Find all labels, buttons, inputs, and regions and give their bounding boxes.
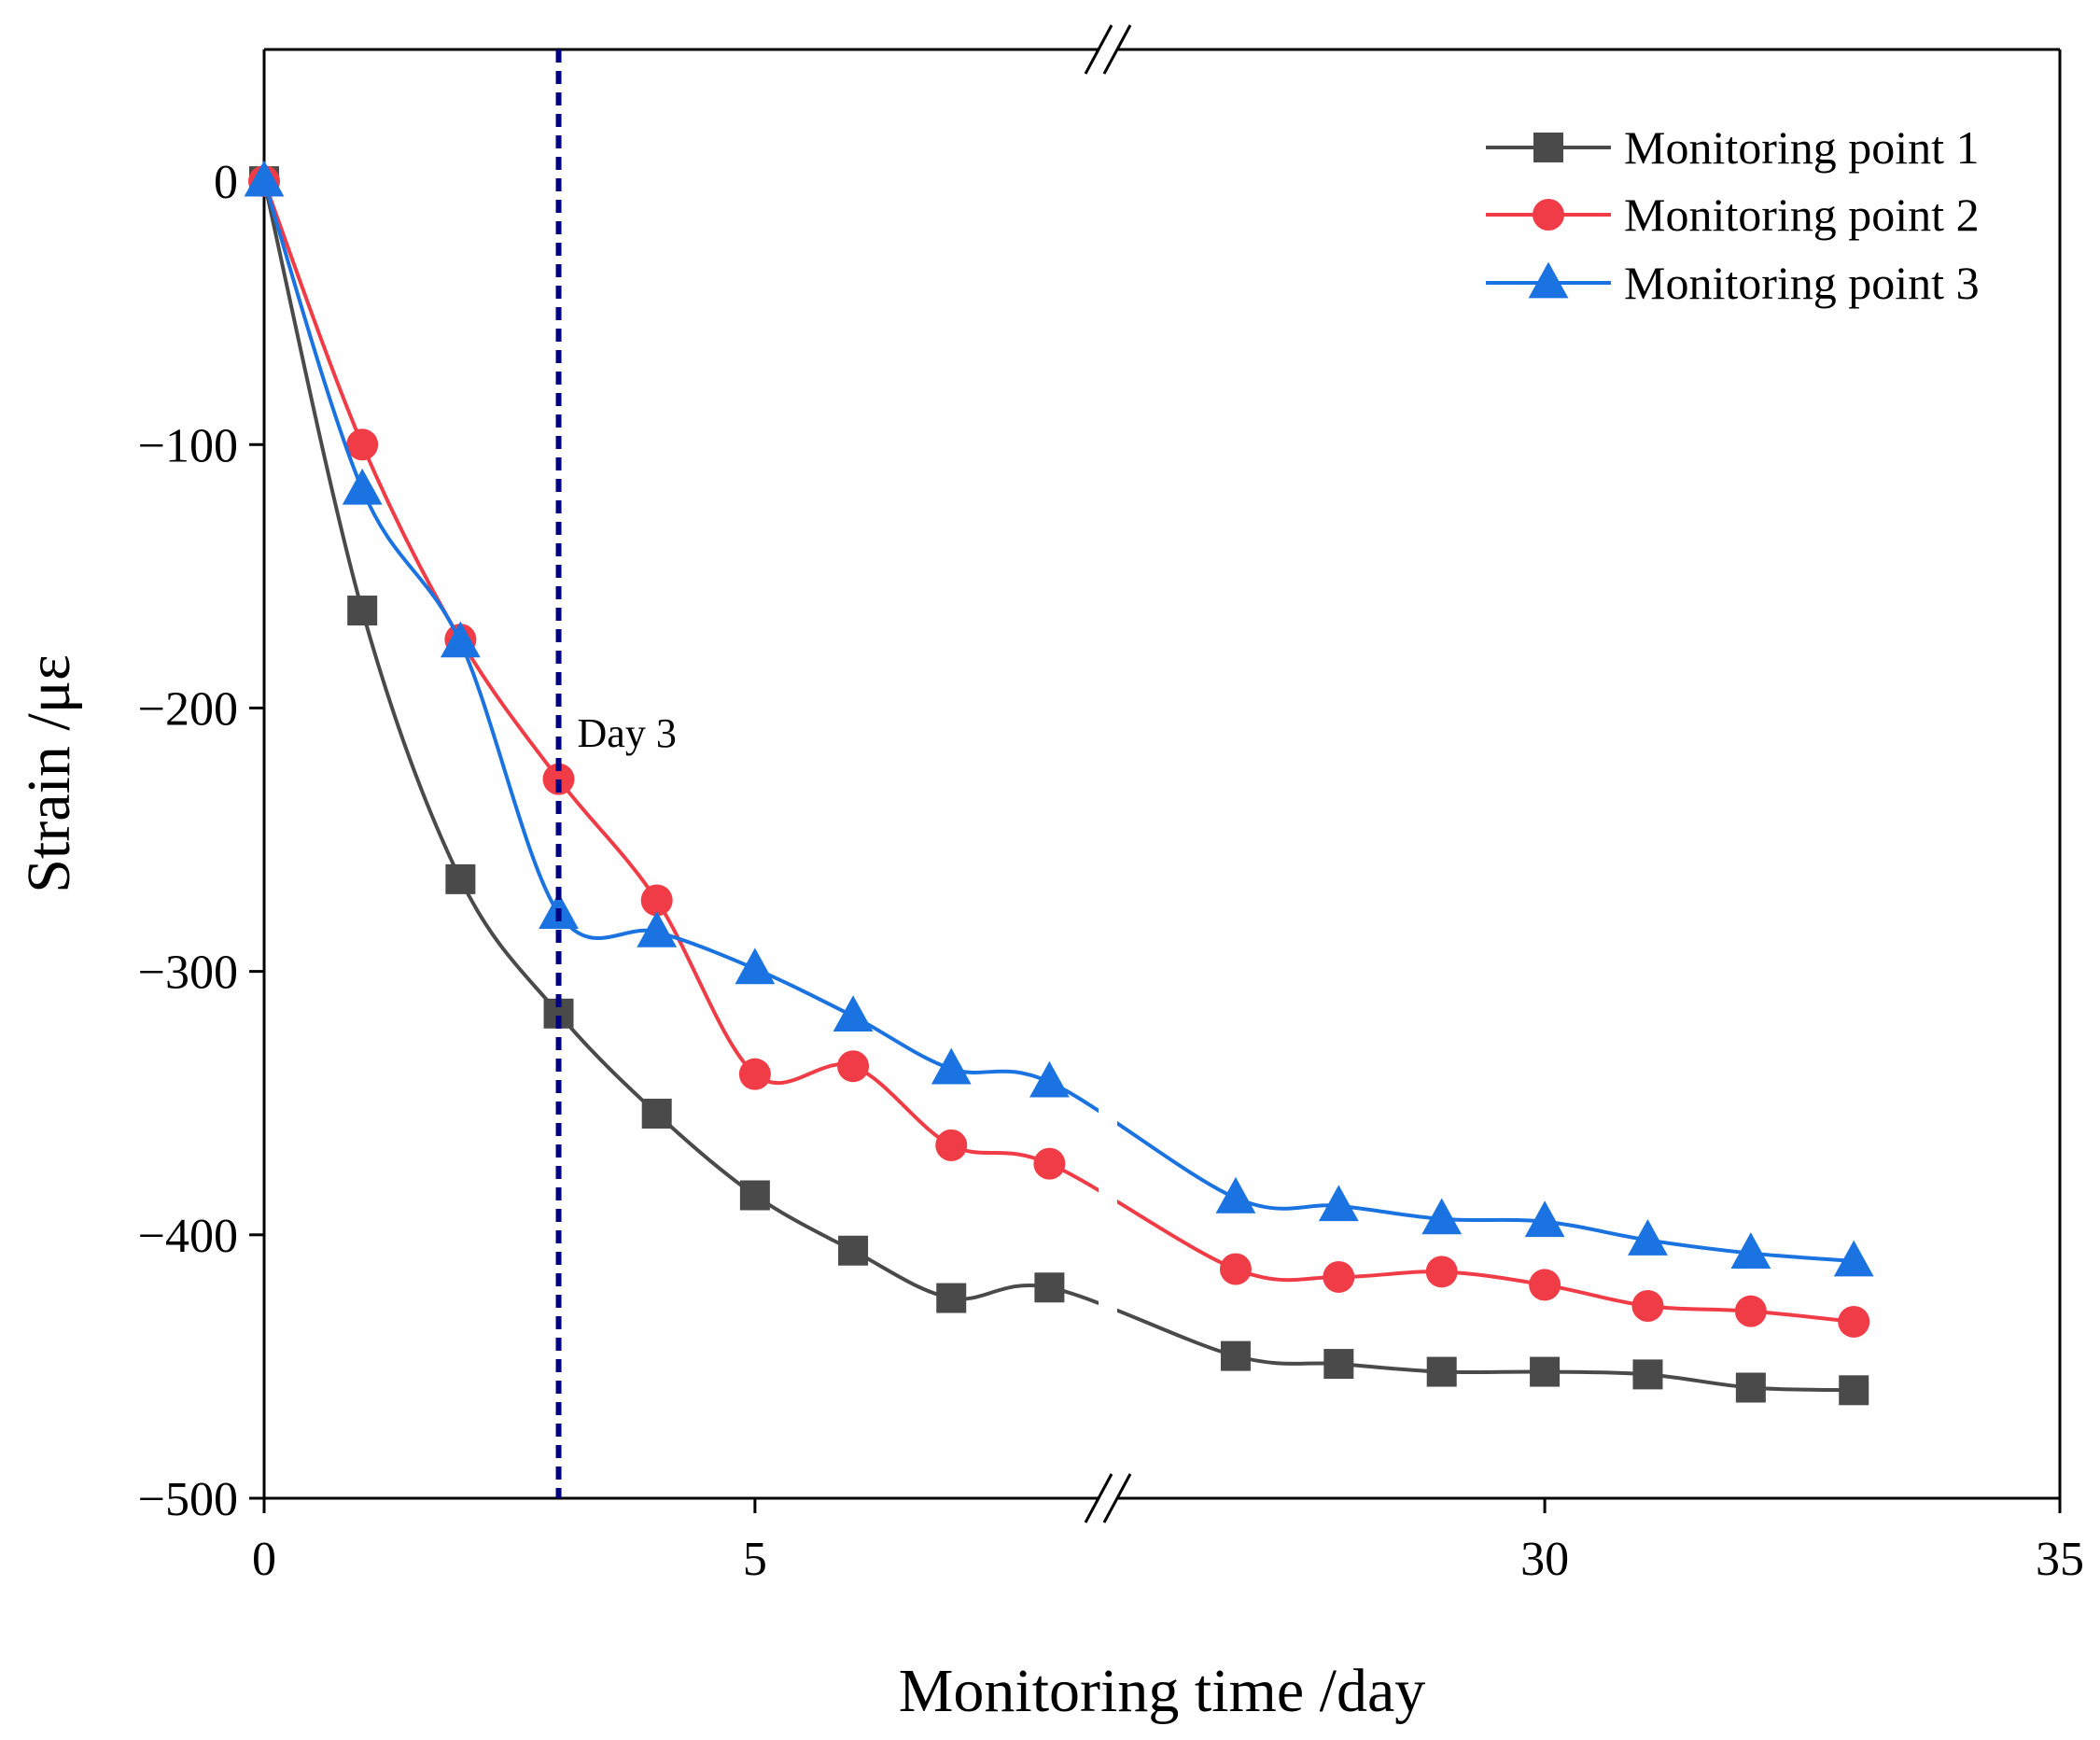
axes: 0 −100 −200 −300 −400 −500 0 5 30 35 Monitoring ti… (15, 24, 2084, 1725)
series-3-point (1029, 1060, 1070, 1098)
x-tick-label: 30 (1520, 1533, 1569, 1586)
legend-marker (1533, 199, 1564, 231)
x-tick-label: 35 (2036, 1533, 2084, 1586)
series-1-point (641, 1099, 672, 1130)
series-3-point (833, 995, 874, 1032)
series-1-line (1117, 1308, 1855, 1393)
legend-marker (1528, 261, 1569, 299)
series-2-point (1529, 1269, 1561, 1301)
series-2-point (1734, 1295, 1767, 1327)
series-2 (248, 165, 1870, 1338)
series-1-line (264, 180, 1099, 1306)
series-3-line (264, 180, 1099, 1114)
series-3-point (637, 910, 678, 947)
y-tick-label: −200 (138, 682, 238, 736)
day-3-label: Day 3 (578, 710, 677, 756)
series-3 (244, 160, 1874, 1277)
series-3-point (931, 1047, 972, 1085)
series-2-point (1631, 1290, 1664, 1323)
legend: Monitoring point 1 Monitoring point 2 Moni… (1486, 121, 1980, 309)
series-1-point (1735, 1372, 1766, 1403)
series-3-point (1215, 1176, 1256, 1214)
series-2-line (264, 180, 1099, 1193)
series-2-point (346, 428, 379, 461)
series-2-point (738, 1058, 771, 1090)
axis-break-mark (1084, 24, 1113, 75)
series-2-line (1117, 1199, 1855, 1324)
series-1-point (1530, 1356, 1561, 1387)
legend-marker (1533, 133, 1563, 162)
series-3-point (1628, 1219, 1668, 1256)
series-3-point (1730, 1232, 1771, 1269)
series-3-point (735, 947, 776, 985)
series-layer (244, 160, 1874, 1406)
legend-item-2: Monitoring point 2 (1486, 189, 1980, 241)
legend-item-1: Monitoring point 1 (1486, 121, 1980, 174)
annotation-layer: Day 3 (555, 49, 677, 1498)
axis-break-mark (1084, 1473, 1113, 1523)
series-3-line (1117, 1120, 1855, 1264)
series-1-point (1839, 1375, 1869, 1406)
y-axis-title: Strain /με (15, 654, 83, 893)
series-3-point (342, 468, 383, 505)
series-3-point (1318, 1185, 1359, 1222)
y-tick-label: −500 (138, 1473, 238, 1526)
series-2-point (1323, 1260, 1355, 1293)
legend-item-3: Monitoring point 3 (1486, 257, 1980, 309)
series-1-point (1034, 1272, 1065, 1303)
x-axis-title: Monitoring time /day (899, 1657, 1426, 1725)
series-2-point (542, 763, 575, 795)
series-2-point (640, 884, 673, 917)
y-tick-label: 0 (214, 156, 238, 209)
series-1-point (1323, 1349, 1354, 1380)
series-1-point (936, 1283, 967, 1313)
series-3-point (440, 621, 481, 658)
x-tick-label: 5 (743, 1533, 767, 1586)
series-1-point (1426, 1356, 1457, 1387)
series-2-point (1033, 1147, 1066, 1180)
series-3-point (244, 160, 285, 197)
series-2-point (1838, 1305, 1870, 1338)
series-3-point (1524, 1200, 1565, 1238)
y-tick-label: −400 (138, 1210, 238, 1263)
series-1 (249, 166, 1869, 1406)
y-tick-label: −300 (138, 947, 238, 1000)
series-3-point (1833, 1240, 1874, 1277)
axis-break-mark (1102, 1473, 1132, 1523)
series-2-point (1425, 1256, 1458, 1288)
legend-label: Monitoring point 1 (1624, 121, 1980, 174)
series-1-point (1632, 1359, 1663, 1390)
series-2-point (1219, 1253, 1252, 1285)
y-tick-label: −100 (138, 419, 238, 472)
series-1-point (838, 1235, 869, 1266)
legend-label: Monitoring point 3 (1624, 257, 1980, 309)
series-2-point (837, 1050, 870, 1083)
series-1-point (445, 863, 476, 894)
series-2-point (935, 1129, 968, 1161)
series-1-point (739, 1180, 770, 1211)
legend-label: Monitoring point 2 (1624, 189, 1980, 241)
series-1-point (1220, 1340, 1251, 1371)
axis-break-mark (1102, 24, 1132, 75)
series-3-point (1421, 1198, 1463, 1235)
x-tick-label: 0 (252, 1533, 276, 1586)
series-1-point (347, 596, 378, 626)
